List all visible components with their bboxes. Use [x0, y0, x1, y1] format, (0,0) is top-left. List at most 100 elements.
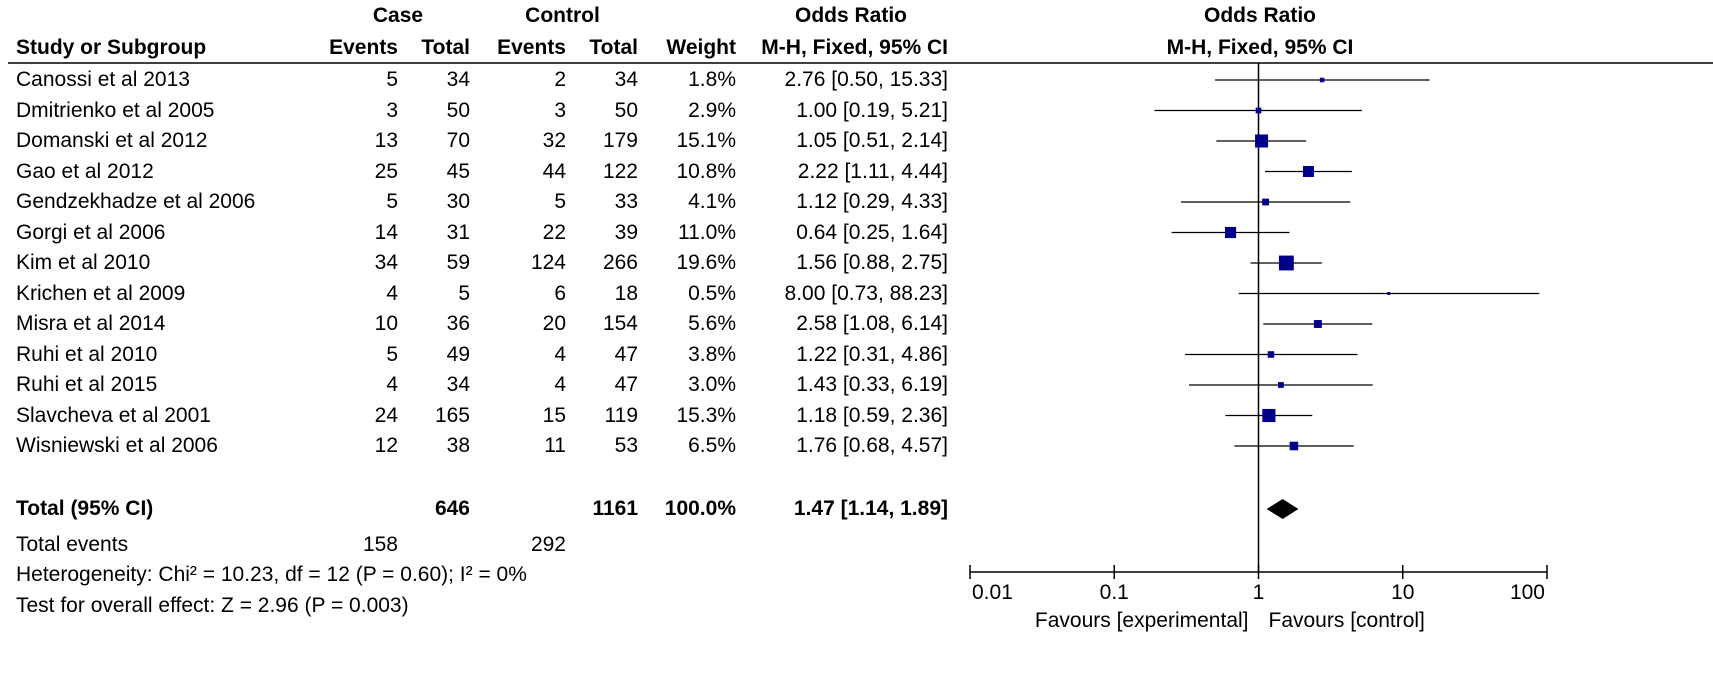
- case-events: 25: [374, 159, 398, 183]
- control-events: 32: [542, 129, 566, 152]
- control-total-header: Total: [589, 36, 638, 59]
- case-events: 5: [386, 190, 398, 213]
- control-total: 179: [602, 129, 638, 152]
- total-events-label: Total events: [16, 533, 129, 556]
- study-marker: [1302, 165, 1314, 178]
- case-events: 34: [374, 251, 398, 274]
- weight: 3.0%: [688, 373, 736, 396]
- total-case-total: 646: [434, 497, 470, 520]
- control-events: 4: [554, 373, 566, 396]
- case-events: 4: [386, 373, 398, 396]
- study-marker: [1387, 292, 1391, 295]
- study-marker: [1278, 382, 1284, 388]
- odds-ratio-ci: 8.00 [0.73, 88.23]: [784, 281, 948, 305]
- favours-control-label: Favours [control]: [1269, 609, 1425, 632]
- case-total: 30: [446, 190, 470, 213]
- case-events: 24: [374, 403, 398, 427]
- x-tick-label: 10: [1391, 581, 1414, 604]
- control-total: 154: [602, 312, 638, 335]
- case-events: 10: [374, 312, 398, 335]
- control-total: 53: [614, 434, 638, 457]
- control-events: 44: [542, 159, 566, 183]
- case-total: 165: [434, 403, 470, 427]
- case-total: 49: [446, 342, 470, 366]
- study-column-header: Study or Subgroup: [16, 36, 207, 59]
- odds-ratio-ci: 2.22 [1.11, 4.44]: [797, 159, 948, 183]
- study-name: Domanski et al 2012: [16, 129, 208, 152]
- case-total: 50: [446, 98, 470, 122]
- study-marker: [1267, 351, 1275, 358]
- case-total: 45: [446, 159, 470, 183]
- study-marker: [1224, 226, 1237, 239]
- case-group-header: Case: [372, 4, 424, 27]
- case-events: 5: [386, 342, 398, 366]
- case-total: 5: [458, 281, 470, 305]
- control-events: 11: [544, 434, 566, 457]
- case-total: 36: [446, 312, 470, 335]
- plot-method-header: M-H, Fixed, 95% CI: [1166, 36, 1354, 59]
- odds-ratio-group-header: Odds Ratio: [794, 4, 907, 27]
- study-name: Misra et al 2014: [16, 312, 166, 335]
- control-total: 47: [614, 342, 638, 366]
- odds-ratio-ci: 2.58 [1.08, 6.14]: [796, 312, 948, 335]
- plot-group-header: Odds Ratio: [1203, 4, 1316, 27]
- weight: 10.8%: [676, 159, 736, 183]
- control-total: 47: [614, 373, 638, 396]
- case-events: 5: [386, 68, 398, 91]
- weight: 11.0%: [678, 220, 736, 244]
- case-events: 13: [374, 129, 398, 152]
- weight: 2.9%: [688, 98, 736, 122]
- x-tick-label: 0.1: [1100, 581, 1129, 604]
- control-events: 124: [530, 251, 566, 274]
- control-events: 5: [554, 190, 566, 213]
- weight: 6.5%: [688, 434, 736, 457]
- odds-ratio-ci: 1.00 [0.19, 5.21]: [796, 98, 948, 122]
- control-events: 22: [542, 220, 566, 244]
- control-events: 3: [554, 98, 566, 122]
- study-marker: [1262, 198, 1269, 206]
- study-marker: [1289, 441, 1299, 451]
- weight: 1.8%: [688, 68, 736, 91]
- total-diamond: [1266, 499, 1299, 519]
- control-events-header: Events: [497, 36, 566, 59]
- odds-ratio-ci: 1.12 [0.29, 4.33]: [796, 190, 948, 213]
- x-tick-label: 1: [1253, 581, 1265, 604]
- control-total: 33: [614, 190, 638, 213]
- control-total: 34: [614, 68, 638, 91]
- control-total: 50: [614, 98, 638, 122]
- case-events: 14: [374, 220, 398, 244]
- study-name: Gorgi et al 2006: [16, 220, 166, 244]
- study-marker: [1319, 77, 1325, 83]
- odds-ratio-ci: 1.76 [0.68, 4.57]: [796, 434, 948, 457]
- study-name: Krichen et al 2009: [16, 281, 186, 305]
- study-marker: [1255, 134, 1269, 148]
- weight: 15.1%: [676, 129, 736, 152]
- x-tick-label: 0.01: [972, 581, 1013, 604]
- case-events: 4: [386, 281, 398, 305]
- favours-experimental-label: Favours [experimental]: [1035, 609, 1249, 632]
- study-marker: [1313, 320, 1322, 328]
- odds-ratio-ci: 2.76 [0.50, 15.33]: [784, 68, 948, 91]
- case-events: 3: [386, 98, 398, 122]
- control-events: 6: [554, 281, 566, 305]
- weight: 15.3%: [676, 403, 736, 427]
- study-name: Ruhi et al 2010: [16, 342, 158, 366]
- study-name: Gendzekhadze et al 2006: [16, 190, 256, 213]
- case-events-header: Events: [329, 36, 398, 59]
- odds-ratio-ci: 1.56 [0.88, 2.75]: [796, 251, 948, 274]
- total-events-control: 292: [530, 533, 566, 556]
- weight: 4.1%: [688, 190, 736, 213]
- total-ci: 1.47 [1.14, 1.89]: [793, 497, 948, 520]
- odds-ratio-ci: 1.18 [0.59, 2.36]: [796, 403, 948, 427]
- case-total: 34: [446, 68, 470, 91]
- control-total: 122: [602, 159, 638, 183]
- control-group-header: Control: [525, 4, 600, 27]
- study-marker: [1255, 107, 1262, 114]
- study-name: Slavcheva et al 2001: [16, 403, 211, 427]
- weight: 0.5%: [688, 281, 736, 305]
- ci-method-header: M-H, Fixed, 95% CI: [761, 36, 948, 59]
- study-name: Kim et al 2010: [16, 251, 151, 274]
- odds-ratio-ci: 1.05 [0.51, 2.14]: [796, 129, 948, 152]
- control-events: 20: [542, 312, 566, 335]
